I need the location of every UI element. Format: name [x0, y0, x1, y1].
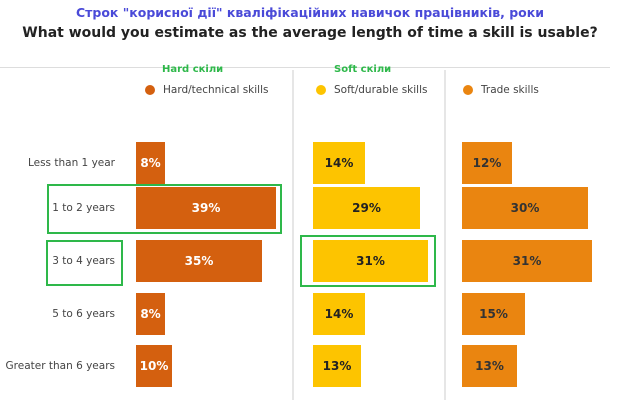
- bar: 31%: [313, 240, 428, 282]
- chart-title: What would you estimate as the average l…: [22, 25, 598, 41]
- bar: 15%: [462, 293, 525, 335]
- bar: 8%: [136, 293, 165, 335]
- data-label: 14%: [324, 307, 354, 321]
- bar: 12%: [462, 142, 512, 184]
- data-label: 31%: [356, 254, 385, 268]
- legend-dot-icon: [316, 85, 326, 95]
- legend-item: Soft/durable skills: [316, 84, 427, 96]
- bar: 14%: [313, 142, 365, 184]
- bar: 13%: [462, 345, 517, 387]
- legend-label: Soft/durable skills: [334, 84, 428, 96]
- data-label: 12%: [472, 156, 502, 170]
- category-label: 1 to 2 years: [52, 202, 115, 214]
- divider: [0, 67, 610, 68]
- data-label: 13%: [322, 359, 352, 373]
- bar: 8%: [136, 142, 165, 184]
- highlight-box: [46, 240, 123, 286]
- category-label: 5 to 6 years: [52, 308, 115, 320]
- legend-label: Hard/technical skills: [163, 84, 269, 96]
- category-label: Greater than 6 years: [5, 360, 115, 372]
- highlight-box: [47, 184, 282, 234]
- bar: 14%: [313, 293, 365, 335]
- highlight-box: [300, 235, 436, 287]
- category-label: 3 to 4 years: [52, 255, 115, 267]
- category-label: Less than 1 year: [27, 157, 115, 169]
- bar: 39%: [136, 187, 276, 229]
- bar: 30%: [462, 187, 588, 229]
- bar: 13%: [313, 345, 361, 387]
- data-label: 35%: [184, 254, 214, 268]
- legend-item: Trade skills: [463, 84, 539, 96]
- panel-divider: [444, 70, 446, 400]
- data-label: 30%: [510, 201, 540, 215]
- data-label: 14%: [324, 156, 354, 170]
- data-label: 8%: [140, 156, 161, 170]
- data-label: 8%: [140, 307, 161, 321]
- legend-item: Hard/technical skills: [145, 84, 268, 96]
- data-label: 15%: [479, 307, 508, 321]
- data-label: 10%: [139, 359, 169, 373]
- data-label: 13%: [475, 359, 504, 373]
- bar: 31%: [462, 240, 592, 282]
- data-label: 31%: [512, 254, 542, 268]
- bar: 35%: [136, 240, 262, 282]
- hard-skills-annotation: Hard скіли: [162, 64, 224, 75]
- bar: 10%: [136, 345, 172, 387]
- soft-skills-annotation: Soft скіли: [334, 64, 392, 75]
- legend-label: Trade skills: [481, 84, 539, 96]
- legend-dot-icon: [463, 85, 473, 95]
- legend-dot-icon: [145, 85, 155, 95]
- data-label: 39%: [191, 201, 221, 215]
- bar: 29%: [313, 187, 420, 229]
- panel-divider: [292, 70, 294, 400]
- chart-title-ukrainian: Строк "корисної дії" кваліфікаційних нав…: [75, 5, 545, 20]
- data-label: 29%: [352, 201, 381, 215]
